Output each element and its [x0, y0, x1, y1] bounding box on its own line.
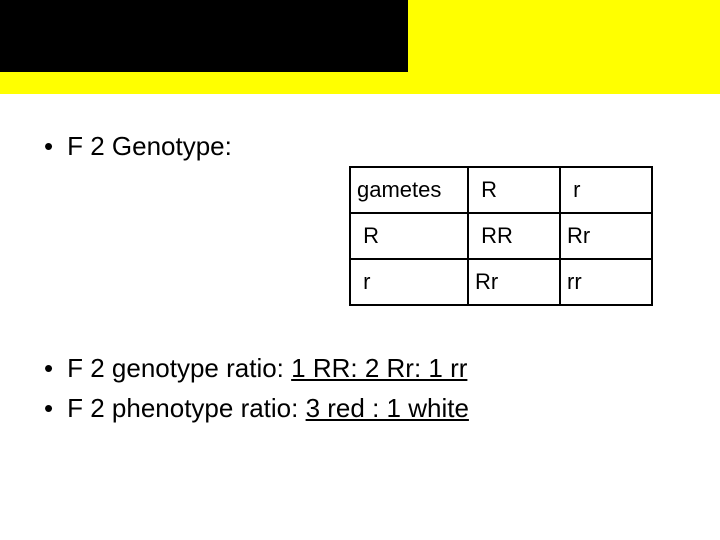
table-cell: r — [560, 167, 652, 213]
ratios-block: • F 2 genotype ratio: 1 RR: 2 Rr: 1 rr •… — [44, 348, 676, 428]
table-cell: gametes — [350, 167, 468, 213]
title-bar — [0, 0, 720, 94]
heading-line: • F 2 Genotype: — [44, 128, 676, 164]
genotype-ratio-label: F 2 genotype ratio: — [67, 353, 291, 383]
bullet-icon: • — [44, 390, 53, 426]
punnett-table: gametes R r R RR Rr r Rr rr — [349, 166, 653, 306]
genotype-ratio-line: • F 2 genotype ratio: 1 RR: 2 Rr: 1 rr — [44, 348, 676, 388]
genotype-ratio-value: 1 RR: 2 Rr: 1 rr — [291, 353, 467, 383]
table-row: R RR Rr — [350, 213, 652, 259]
table-cell: Rr — [560, 213, 652, 259]
table-cell: rr — [560, 259, 652, 305]
title-black-block — [0, 0, 408, 72]
table-cell: R — [468, 167, 560, 213]
punnett-table-wrap: gametes R r R RR Rr r Rr rr — [349, 166, 676, 306]
phenotype-ratio-value: 3 red : 1 white — [306, 393, 469, 423]
phenotype-ratio-label: F 2 phenotype ratio: — [67, 393, 305, 423]
table-cell: Rr — [468, 259, 560, 305]
bullet-icon: • — [44, 128, 53, 164]
table-row: r Rr rr — [350, 259, 652, 305]
table-cell: RR — [468, 213, 560, 259]
table-cell: R — [350, 213, 468, 259]
slide-content: • F 2 Genotype: gametes R r R RR Rr r Rr… — [0, 94, 720, 428]
table-cell: r — [350, 259, 468, 305]
heading-text: F 2 Genotype: — [67, 128, 232, 164]
bullet-icon: • — [44, 350, 53, 386]
phenotype-ratio-line: • F 2 phenotype ratio: 3 red : 1 white — [44, 388, 676, 428]
table-row: gametes R r — [350, 167, 652, 213]
